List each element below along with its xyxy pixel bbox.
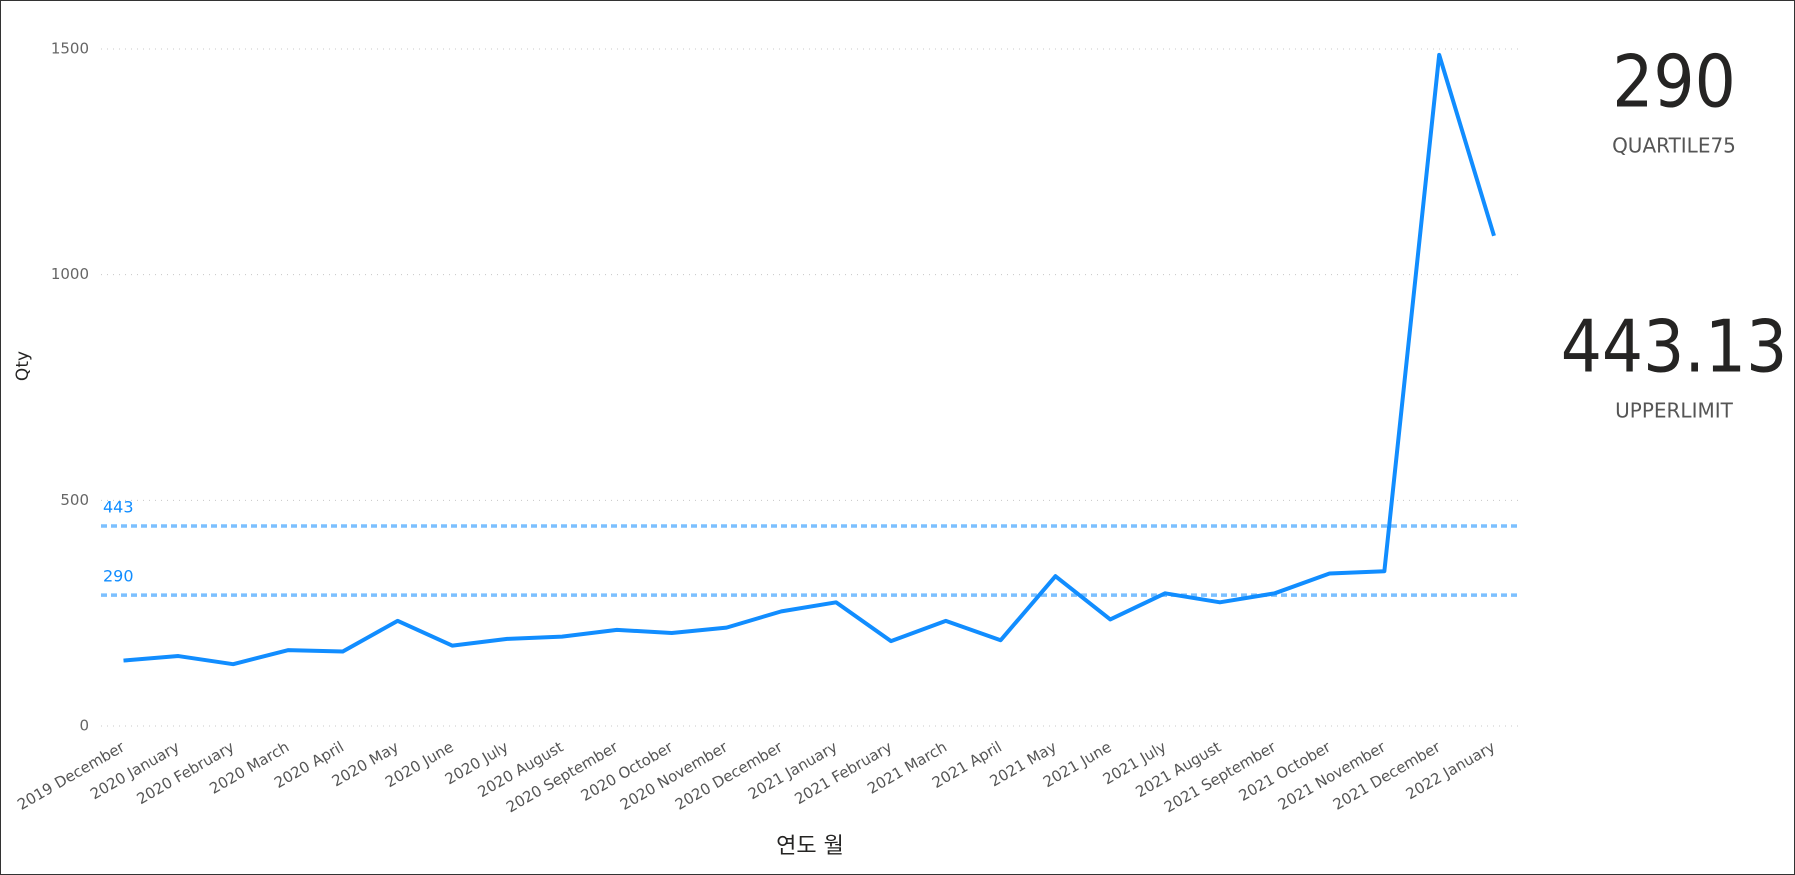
card-value: 443.13 xyxy=(1561,305,1788,389)
y-tick-label: 1500 xyxy=(51,40,89,58)
reference-label: 443 xyxy=(103,498,134,517)
card-label: QUARTILE75 xyxy=(1612,134,1736,158)
y-tick-label: 500 xyxy=(60,491,89,509)
card-value: 290 xyxy=(1612,40,1736,124)
y-axis-title: Qty xyxy=(13,351,33,381)
y-tick-label: 1000 xyxy=(51,265,89,283)
reference-label: 290 xyxy=(103,567,134,586)
y-tick-label: 0 xyxy=(79,717,89,735)
x-axis-title: 연도 월 xyxy=(776,834,844,859)
data-line xyxy=(123,52,1496,667)
card-label: UPPERLIMIT xyxy=(1615,399,1733,423)
